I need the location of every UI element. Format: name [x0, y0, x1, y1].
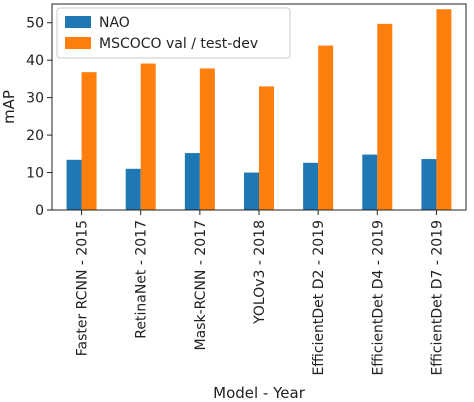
x-tick-label: YOLOv3 - 2018	[252, 220, 268, 325]
y-tick-label: 50	[26, 16, 44, 32]
legend-label-nao: NAO	[99, 15, 130, 31]
y-axis-ticks: 0 10 20 30 40 50	[26, 16, 52, 219]
y-axis-label: mAP	[0, 90, 18, 124]
bar-mscoco-4	[318, 45, 334, 210]
bar-nao-6	[421, 159, 437, 210]
bars	[66, 9, 452, 211]
legend-box	[56, 7, 291, 59]
bar-nao-1	[125, 168, 141, 210]
x-tick-label: Faster RCNN - 2015	[75, 220, 91, 356]
x-axis-ticks: Faster RCNN - 2015 RetinaNet - 2017 Mask-R…	[75, 210, 445, 376]
y-tick-label: 10	[26, 166, 44, 182]
x-tick-label: EfficientDet D7 - 2019	[429, 220, 445, 376]
x-axis-label: Model - Year	[213, 384, 306, 402]
bar-mscoco-1	[140, 63, 156, 210]
legend: NAO MSCOCO val / test-dev	[56, 7, 291, 59]
x-tick-label: RetinaNet - 2017	[134, 220, 150, 339]
bar-nao-4	[303, 162, 319, 210]
bar-nao-0	[66, 159, 82, 210]
legend-swatch-nao	[65, 16, 91, 28]
x-tick-label: Mask-RCNN - 2017	[193, 220, 209, 350]
y-tick-label: 0	[35, 203, 44, 219]
bar-nao-2	[184, 153, 200, 210]
legend-label-mscoco: MSCOCO val / test-dev	[99, 36, 258, 52]
bar-mscoco-2	[199, 68, 215, 211]
bar-nao-3	[244, 172, 259, 210]
x-tick-label: EfficientDet D4 - 2019	[370, 220, 386, 376]
y-tick-label: 40	[26, 53, 44, 69]
y-tick-label: 20	[26, 128, 44, 144]
bar-mscoco-5	[377, 23, 393, 211]
legend-swatch-mscoco	[65, 37, 91, 49]
bar-mscoco-3	[259, 86, 274, 210]
y-tick-label: 30	[26, 91, 44, 107]
plot-frame	[51, 3, 467, 211]
bar-mscoco-0	[81, 72, 97, 211]
bar-mscoco-6	[436, 9, 452, 210]
bar-nao-5	[362, 154, 378, 210]
x-tick-label: EfficientDet D2 - 2019	[311, 220, 327, 376]
